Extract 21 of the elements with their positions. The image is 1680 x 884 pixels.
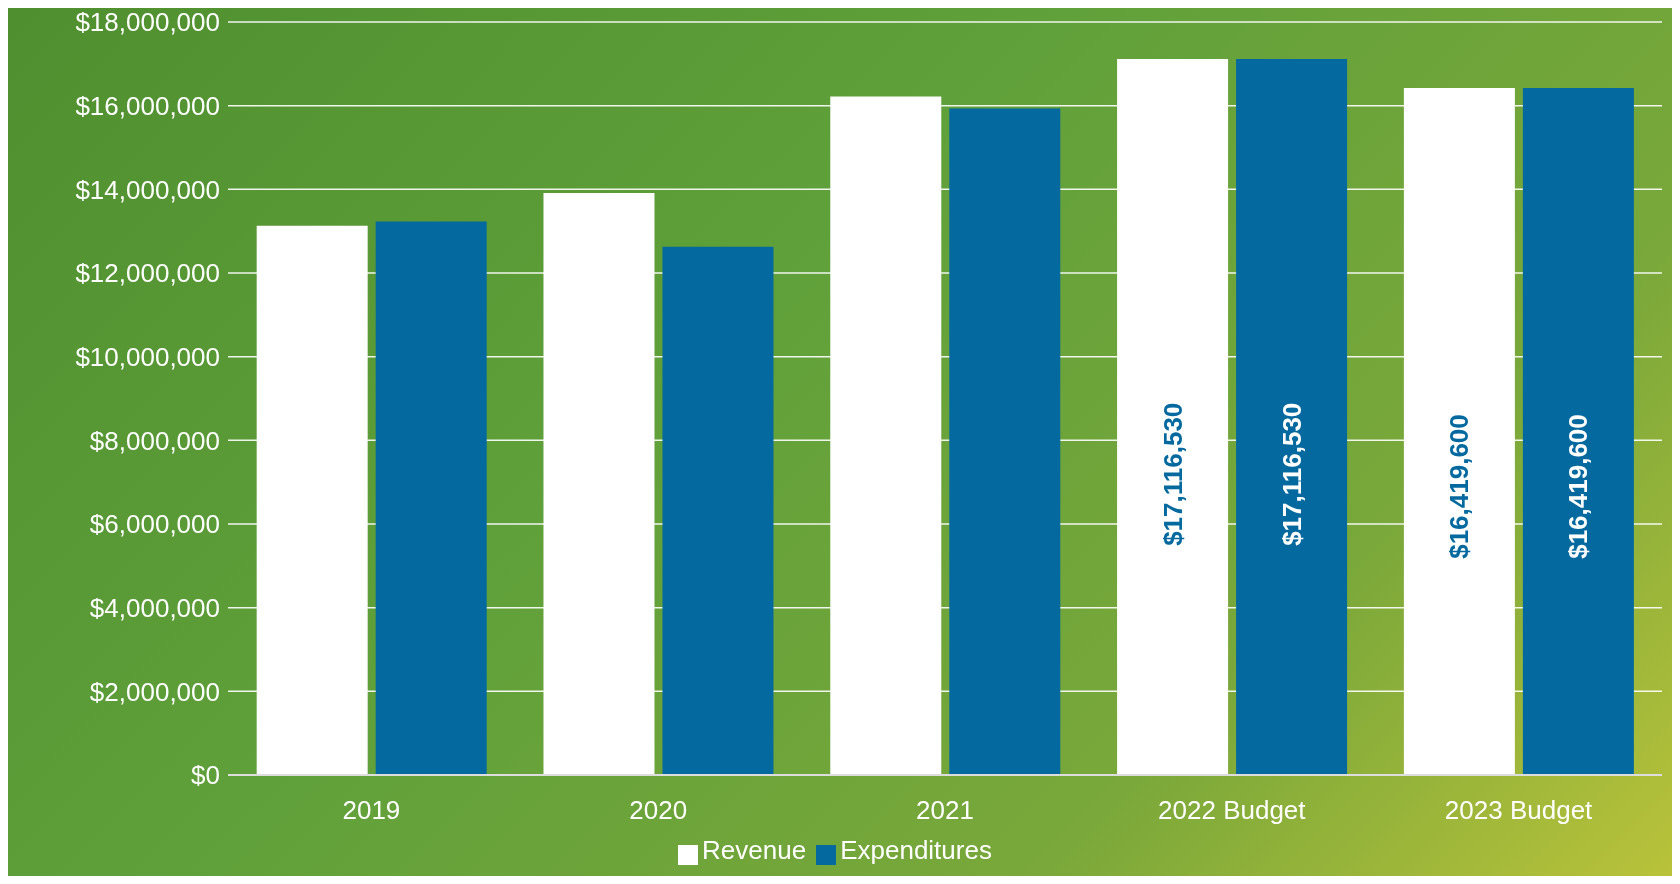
legend-label: Expenditures [840, 835, 992, 865]
y-tick-label: $12,000,000 [75, 258, 220, 289]
legend-label: Revenue [702, 835, 807, 865]
x-tick-label: 2021 [916, 795, 974, 826]
x-tick-label: 2023 Budget [1444, 795, 1594, 826]
y-tick-label: $8,000,000 [89, 425, 220, 456]
data-label: $17,116,530 [1157, 402, 1188, 546]
x-tick-label: 2022 Budget [1158, 795, 1307, 826]
y-tick-label: $14,000,000 [75, 174, 220, 205]
y-tick-label: $2,000,000 [89, 676, 220, 707]
y-tick-label: $10,000,000 [75, 341, 220, 372]
data-label: $16,419,600 [1444, 414, 1475, 559]
x-tick-label: 2020 [629, 795, 688, 826]
data-label: $17,116,530 [1276, 402, 1307, 546]
data-label: $16,419,600 [1563, 414, 1594, 559]
y-tick-label: $16,000,000 [75, 90, 220, 121]
y-tick-label: $0 [191, 760, 220, 791]
x-tick-label: 2019 [342, 795, 401, 826]
y-tick-label: $18,000,000 [75, 7, 220, 38]
y-tick-label: $4,000,000 [89, 592, 220, 623]
y-tick-label: $6,000,000 [89, 509, 220, 540]
